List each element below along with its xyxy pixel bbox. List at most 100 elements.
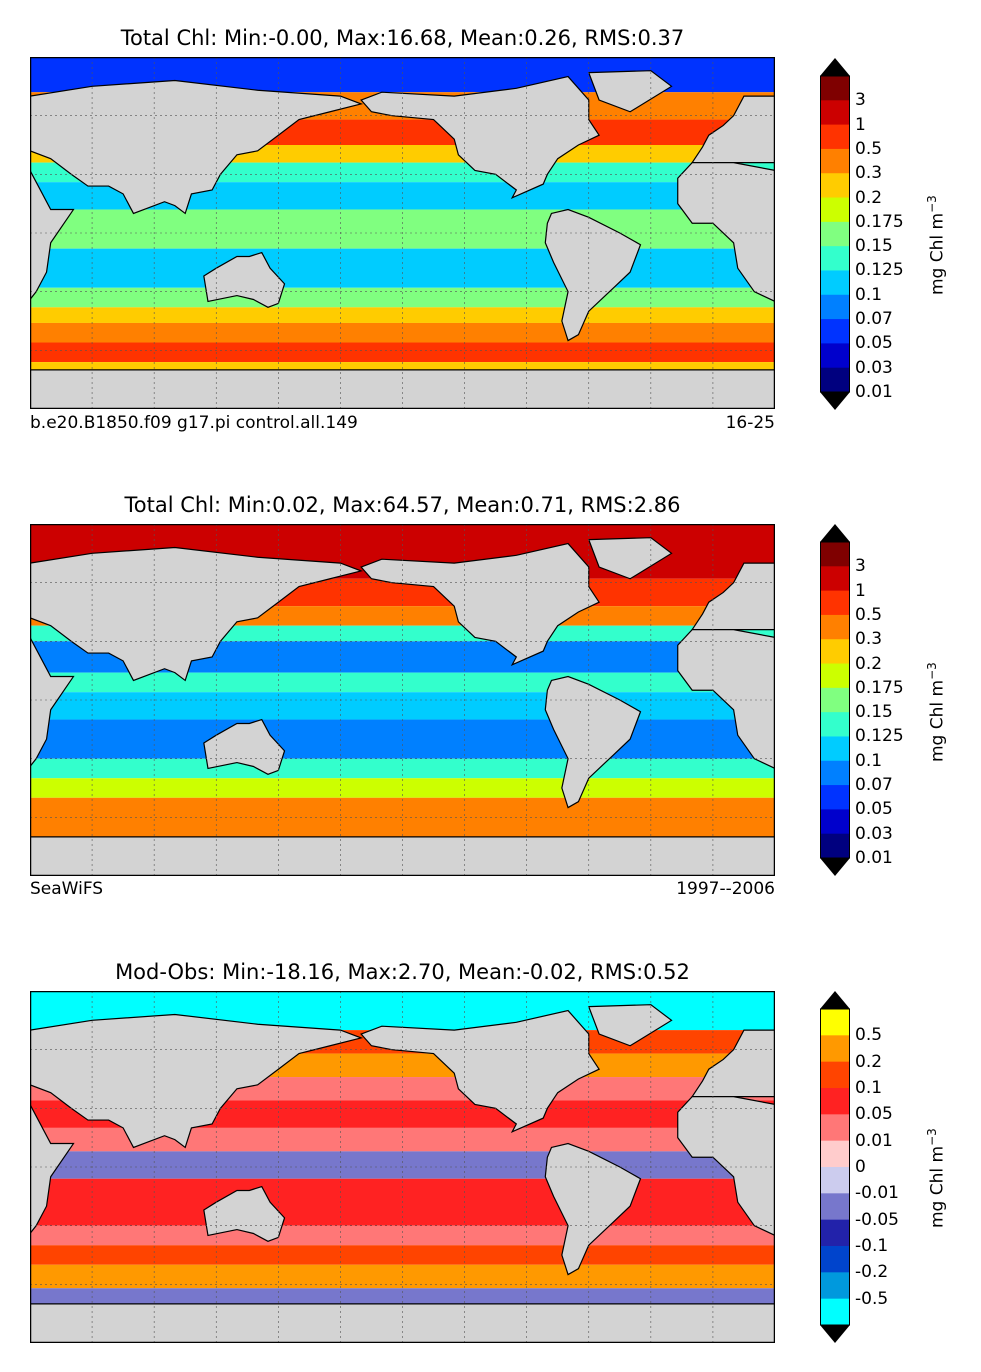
- colorbar-segment-10: [820, 1272, 850, 1300]
- colorbar-tick-label: 3: [855, 90, 866, 111]
- colorbar-segment-1: [820, 566, 850, 592]
- panel-3-colorbar-label: mg Chl m−3: [925, 1128, 948, 1228]
- colorbar-extend-bottom: [820, 858, 850, 876]
- colorbar-segment-4: [820, 639, 850, 665]
- land-antarctica: [30, 1303, 775, 1343]
- colorbar-segment-1: [820, 100, 850, 126]
- land-africa-west: [677, 161, 775, 303]
- colorbar-segment-7: [820, 1193, 850, 1221]
- colorbar-tick-label: 0.15: [855, 236, 893, 257]
- panel-2-footer-right: 1997--2006: [676, 879, 775, 899]
- colorbar-extend-top: [820, 524, 850, 542]
- colorbar-tick-label: 0.03: [855, 823, 893, 844]
- ocean-band-5: [30, 1127, 775, 1152]
- land-north-america: [360, 75, 600, 200]
- colorbar-tick-label: 0.05: [855, 799, 893, 820]
- colorbar-tick-label: 0.1: [855, 284, 883, 305]
- colorbar-tick-label: 0.05: [855, 1104, 893, 1125]
- colorbar-segment-5: [820, 663, 850, 689]
- colorbar-tick-label: 0.175: [855, 677, 904, 698]
- colorbar-tick-label: 0.125: [855, 260, 904, 281]
- colorbar-segment-4: [820, 173, 850, 199]
- panel-1-colorbar-label: mg Chl m−3: [925, 195, 948, 295]
- colorbar-segment-1: [820, 1035, 850, 1063]
- land-europe-west: [691, 95, 775, 164]
- colorbar-segment-8: [820, 270, 850, 296]
- ocean-band-9: [30, 1245, 775, 1265]
- land-antarctica: [30, 836, 775, 876]
- land-south-america: [544, 1142, 642, 1276]
- ocean-band-9: [30, 778, 775, 798]
- colorbar-frame: [820, 75, 850, 393]
- land-australia: [203, 251, 286, 308]
- colorbar-segment-0: [820, 542, 850, 567]
- colorbar-tick-label: 0.5: [855, 604, 883, 625]
- panel-2-colorbar-label: mg Chl m−3: [925, 662, 948, 762]
- colorbar-tick-label: 1: [855, 114, 866, 135]
- map-frame: [30, 991, 775, 1343]
- land-north-america: [360, 1009, 600, 1134]
- panel-1-footer-left: b.e20.B1850.f09 g17.pi control.all.149: [30, 413, 358, 433]
- colorbar-tick-label: 0.05: [855, 333, 893, 354]
- colorbar-tick-label: 0.01: [855, 848, 893, 868]
- colorbar-segment-2: [820, 1061, 850, 1089]
- panel-1-footer-right: 16-25: [725, 413, 775, 433]
- colorbar-segment-2: [820, 590, 850, 616]
- colorbar-segment-11: [820, 1298, 850, 1326]
- colorbar-segment-0: [820, 1009, 850, 1036]
- colorbar-segment-7: [820, 712, 850, 737]
- land-south-america: [544, 208, 642, 342]
- land-europe-west: [691, 1029, 775, 1098]
- colorbar-tick-label: 0.07: [855, 309, 893, 330]
- colorbar-segment-11: [820, 809, 850, 835]
- colorbar-segment-0: [820, 76, 850, 101]
- colorbar-tick-label: 0.07: [855, 775, 893, 796]
- colorbar-segment-9: [820, 760, 850, 786]
- colorbar-tick-label: 0.01: [855, 1130, 893, 1151]
- land-africa-west: [677, 1095, 775, 1237]
- ocean-band-9: [30, 307, 775, 323]
- land-africa-west: [677, 628, 775, 770]
- colorbar-tick-label: 0.125: [855, 726, 904, 747]
- colorbar-segment-12: [820, 833, 850, 859]
- map-frame: [30, 524, 775, 876]
- colorbar-segment-12: [820, 367, 850, 393]
- ocean-band-6: [30, 1151, 775, 1179]
- panel-3-map: [30, 991, 775, 1343]
- colorbar-tick-label: -0.2: [855, 1262, 889, 1283]
- panel-3-colorbar: [820, 991, 850, 1343]
- colorbar-tick-label: 0.15: [855, 702, 893, 723]
- colorbar-segment-6: [820, 221, 850, 247]
- colorbar-segment-3: [820, 1088, 850, 1115]
- colorbar-frame: [820, 541, 850, 859]
- colorbar-tick-label: 3: [855, 556, 866, 577]
- land-greenland: [587, 537, 673, 580]
- colorbar-extend-top: [820, 58, 850, 76]
- colorbar-tick-label: 0.03: [855, 357, 893, 378]
- colorbar-segment-10: [820, 785, 850, 810]
- colorbar-tick-label: 1: [855, 580, 866, 601]
- colorbar-tick-label: 0.2: [855, 1051, 883, 1072]
- colorbar-extend-bottom: [820, 1325, 850, 1343]
- panel-1-map: [30, 57, 775, 409]
- colorbar-tick-label: 0.1: [855, 1078, 883, 1098]
- colorbar-segment-8: [820, 1219, 850, 1247]
- colorbar-tick-label: 0: [855, 1157, 866, 1177]
- colorbar-segment-4: [820, 1114, 850, 1142]
- land-australia: [203, 718, 286, 775]
- land-south-america: [544, 675, 642, 809]
- colorbar-tick-label: 0.2: [855, 187, 883, 208]
- panel-1-title: Total Chl: Min:-0.00, Max:16.68, Mean:0.…: [120, 26, 685, 50]
- panel-2-title: Total Chl: Min:0.02, Max:64.57, Mean:0.7…: [124, 493, 681, 517]
- colorbar-tick-label: 0.5: [855, 1025, 883, 1046]
- colorbar-segment-9: [820, 294, 850, 320]
- colorbar-segment-6: [820, 1167, 850, 1194]
- colorbar-segment-8: [820, 736, 850, 762]
- panel-2-footer-left: SeaWiFS: [30, 879, 104, 899]
- colorbar-segment-3: [820, 614, 850, 640]
- land-europe-west: [691, 562, 775, 631]
- map-frame: [30, 57, 775, 409]
- land-north-america: [360, 542, 600, 667]
- panel-1-colorbar: [820, 58, 850, 410]
- land-antarctica: [30, 369, 775, 409]
